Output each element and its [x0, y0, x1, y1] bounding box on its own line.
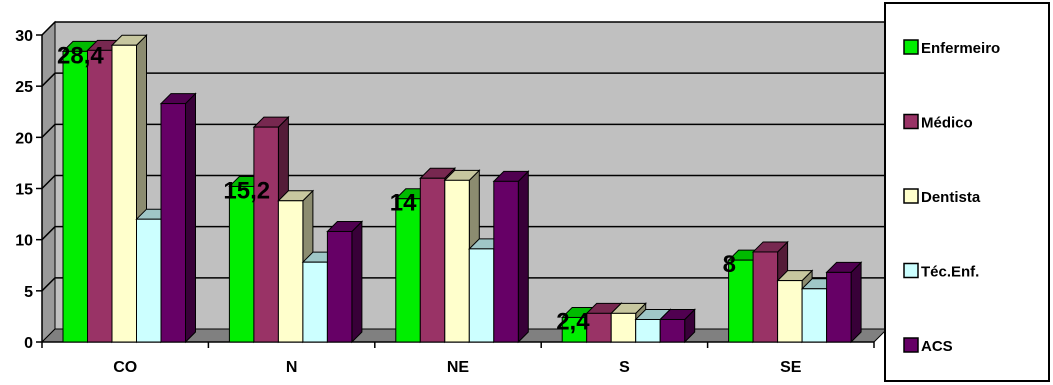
y-tick-label: 0 [24, 335, 33, 352]
legend-item: Dentista [903, 188, 981, 206]
y-tick-label: 25 [15, 79, 33, 96]
data-label: 28,4 [57, 42, 104, 69]
x-tick-label: NE [447, 359, 470, 376]
data-labels: 28,4 15,2 14 2,4 8 [57, 42, 736, 335]
y-tick-label: 30 [15, 28, 33, 45]
data-label: 14 [390, 190, 417, 217]
legend-swatch [903, 262, 919, 279]
legend-swatch [903, 113, 919, 130]
gridline [41, 174, 887, 190]
bars [61, 34, 863, 344]
gridline [41, 225, 887, 241]
legend-item: ACS [903, 337, 953, 355]
gridline [41, 72, 887, 87]
bar [658, 308, 696, 344]
legend-item: Enfermeiro [903, 39, 1000, 57]
legend-swatch [903, 188, 919, 204]
x-axis-labels: CO N NE S SE [41, 342, 875, 376]
y-tick-label: 15 [15, 182, 33, 199]
x-tick-label: N [286, 359, 298, 376]
data-label: 2,4 [556, 308, 590, 335]
y-tick-label: 5 [24, 284, 33, 301]
gridlines [41, 21, 887, 292]
legend-item: Médico [903, 113, 973, 132]
legend-label: Téc.Enf. [921, 264, 979, 281]
gridline [41, 123, 887, 138]
data-label: 15,2 [223, 177, 270, 204]
y-axis-ticks: 0 5 10 15 20 25 30 [15, 28, 42, 352]
y-tick-label: 20 [15, 130, 33, 147]
x-tick-label: CO [113, 359, 137, 376]
legend-label: Dentista [921, 189, 981, 206]
legend-swatch [903, 337, 919, 353]
gridline [41, 21, 887, 36]
bar [159, 92, 197, 344]
x-tick-label: S [619, 359, 630, 376]
bar [492, 170, 530, 344]
legend: Enfermeiro Médico Dentista Téc.Enf. ACS [884, 2, 1050, 382]
legend-label: ACS [921, 338, 953, 355]
x-tick-label: SE [780, 359, 802, 376]
gridline [41, 277, 887, 292]
y-tick-label: 10 [15, 233, 33, 250]
bar [825, 261, 863, 344]
data-label: 8 [723, 251, 736, 278]
legend-swatch [903, 39, 919, 55]
legend-item: Téc.Enf. [903, 262, 979, 281]
bar [326, 220, 364, 344]
legend-label: Enfermeiro [921, 40, 1000, 57]
legend-label: Médico [921, 115, 973, 132]
